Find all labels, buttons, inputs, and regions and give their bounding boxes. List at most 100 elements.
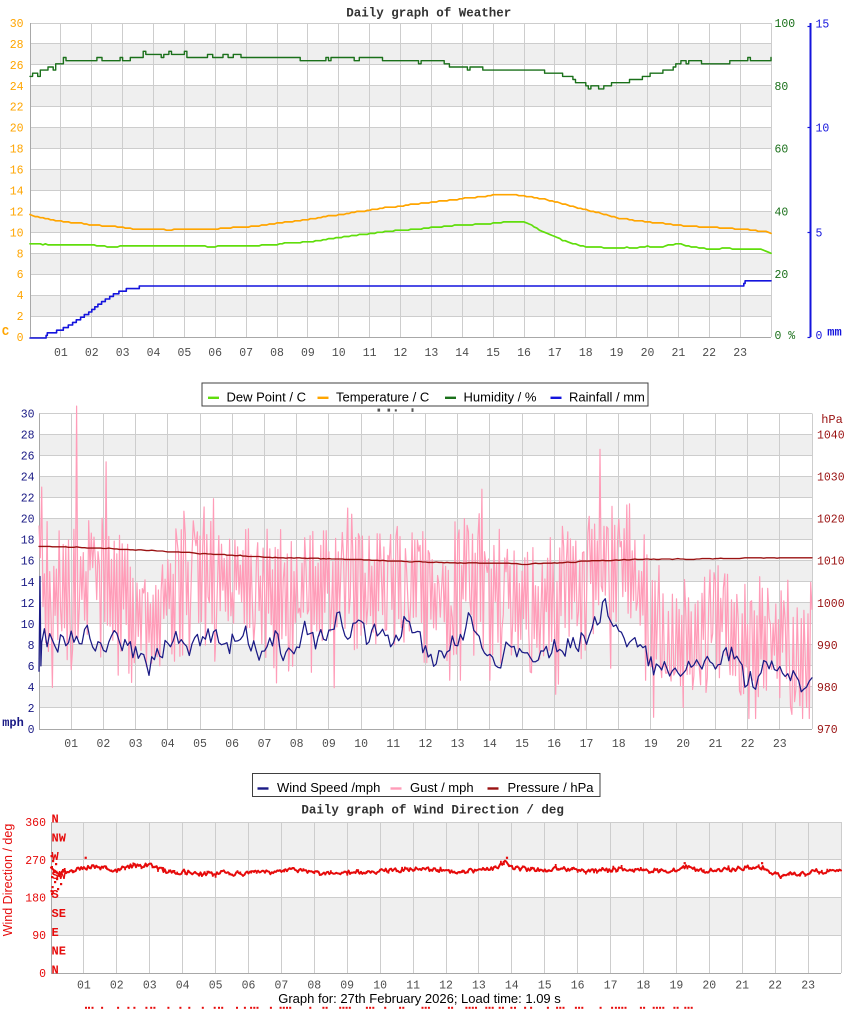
svg-text:16: 16	[10, 165, 24, 178]
svg-text:Wind Speed /mph: Wind Speed /mph	[277, 780, 380, 795]
svg-text:20: 20	[10, 123, 24, 136]
svg-text:hPa: hPa	[821, 413, 843, 427]
svg-text:06: 06	[242, 980, 256, 993]
svg-text:5: 5	[816, 227, 823, 240]
svg-text:S: S	[52, 888, 59, 902]
svg-text:0: 0	[17, 332, 24, 345]
svg-text:08: 08	[270, 347, 284, 360]
svg-text:01: 01	[77, 980, 91, 993]
svg-text:10: 10	[354, 738, 368, 751]
svg-text:80: 80	[775, 81, 789, 94]
svg-text:11: 11	[406, 980, 420, 993]
svg-text:22: 22	[768, 980, 782, 993]
svg-text:1000: 1000	[817, 598, 845, 611]
svg-text:18: 18	[10, 144, 24, 157]
svg-text:21: 21	[735, 980, 749, 993]
svg-text:1020: 1020	[817, 514, 845, 527]
svg-text:07: 07	[239, 347, 253, 360]
svg-text:10: 10	[373, 980, 387, 993]
svg-text:14: 14	[455, 347, 469, 360]
svg-text:19: 19	[610, 347, 624, 360]
svg-text:13: 13	[451, 738, 465, 751]
svg-text:14: 14	[483, 738, 497, 751]
svg-text:mm: mm	[827, 326, 841, 340]
svg-text:28: 28	[21, 430, 35, 443]
svg-text:08: 08	[307, 980, 321, 993]
svg-text:20: 20	[775, 269, 789, 282]
svg-text:0: 0	[28, 724, 35, 737]
svg-text:270: 270	[25, 855, 46, 868]
svg-text:C: C	[2, 325, 9, 339]
svg-text:Rainfall / mm: Rainfall / mm	[569, 390, 645, 405]
svg-text:09: 09	[340, 980, 354, 993]
svg-text:17: 17	[580, 738, 594, 751]
svg-text:0 %: 0 %	[775, 330, 796, 343]
svg-text:40: 40	[775, 206, 789, 219]
svg-text:18: 18	[579, 347, 593, 360]
svg-text:12: 12	[394, 347, 408, 360]
svg-text:03: 03	[116, 347, 130, 360]
svg-text:180: 180	[25, 893, 46, 906]
svg-text:11: 11	[363, 347, 377, 360]
svg-text:07: 07	[258, 738, 272, 751]
svg-text:Daily graph of Weather: Daily graph of Weather	[346, 7, 511, 21]
svg-text:Dew Point / C: Dew Point / C	[227, 390, 306, 405]
svg-text:08: 08	[290, 738, 304, 751]
svg-text:20: 20	[21, 514, 35, 527]
svg-text:03: 03	[129, 738, 143, 751]
svg-text:Daily graph of Wind Direction: Daily graph of Wind Direction / deg	[301, 804, 564, 818]
svg-text:11: 11	[386, 738, 400, 751]
svg-text:6: 6	[28, 661, 35, 674]
svg-text:28: 28	[10, 39, 24, 52]
svg-text:15: 15	[538, 980, 552, 993]
svg-text:10: 10	[332, 347, 346, 360]
svg-text:15: 15	[816, 19, 830, 32]
svg-text:14: 14	[21, 577, 35, 590]
svg-text:26: 26	[21, 451, 35, 464]
svg-text:2: 2	[28, 703, 35, 716]
svg-text:07: 07	[274, 980, 288, 993]
svg-text:16: 16	[517, 347, 531, 360]
svg-text:Pressure / hPa: Pressure / hPa	[508, 780, 595, 795]
svg-text:24: 24	[10, 81, 24, 94]
svg-text:N: N	[52, 964, 59, 978]
svg-text:2: 2	[17, 311, 24, 324]
svg-text:6: 6	[17, 269, 24, 282]
svg-text:23: 23	[801, 980, 815, 993]
svg-text:Humidity / %: Humidity / %	[464, 390, 537, 405]
svg-text:0: 0	[39, 968, 46, 981]
svg-text:4: 4	[17, 290, 24, 303]
svg-text:4: 4	[28, 682, 35, 695]
svg-text:Gust / mph: Gust / mph	[410, 780, 474, 795]
svg-text:15: 15	[486, 347, 500, 360]
svg-text:980: 980	[817, 682, 838, 695]
svg-text:06: 06	[208, 347, 222, 360]
svg-text:1040: 1040	[817, 430, 845, 443]
svg-text:04: 04	[147, 347, 161, 360]
svg-text:22: 22	[10, 102, 24, 115]
svg-text:Graph for: 27th February 2026;: Graph for: 27th February 2026; Load time…	[278, 991, 561, 1006]
svg-text:18: 18	[637, 980, 651, 993]
svg-text:06: 06	[225, 738, 239, 751]
svg-text:17: 17	[604, 980, 618, 993]
svg-text:8: 8	[28, 640, 35, 653]
svg-text:360: 360	[25, 817, 46, 830]
svg-text:18: 18	[612, 738, 626, 751]
svg-text:19: 19	[644, 738, 658, 751]
svg-text:E: E	[52, 926, 59, 940]
svg-text:23: 23	[773, 738, 787, 751]
svg-text:05: 05	[209, 980, 223, 993]
svg-text:01: 01	[54, 347, 68, 360]
svg-text:16: 16	[547, 738, 561, 751]
svg-text:NE: NE	[52, 945, 66, 959]
svg-text:02: 02	[96, 738, 110, 751]
svg-text:26: 26	[10, 60, 24, 73]
svg-text:21: 21	[671, 347, 685, 360]
svg-text:13: 13	[424, 347, 438, 360]
svg-text:NW: NW	[52, 831, 67, 845]
svg-text:90: 90	[32, 930, 46, 943]
svg-text:04: 04	[161, 738, 175, 751]
svg-text:02: 02	[110, 980, 124, 993]
svg-text:12: 12	[10, 206, 24, 219]
svg-text:23: 23	[733, 347, 747, 360]
